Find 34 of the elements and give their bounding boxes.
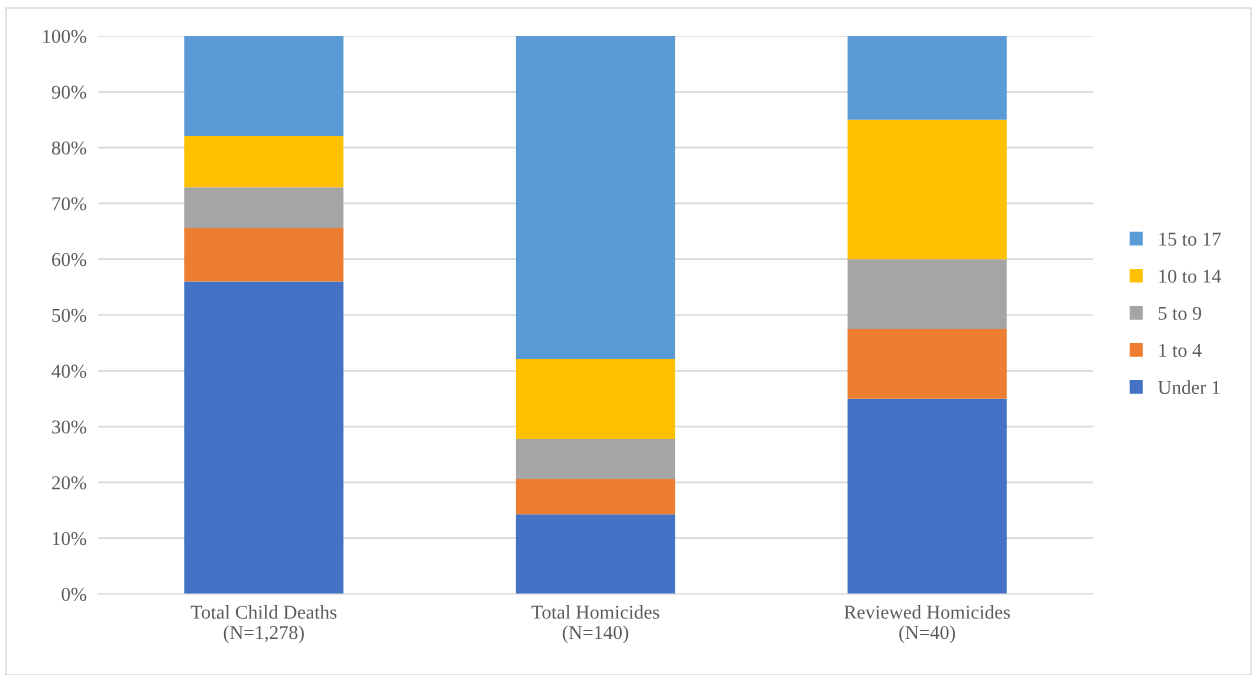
bar (184, 187, 344, 228)
bar (515, 438, 676, 480)
y-tick-label: 80% (51, 141, 87, 155)
legend-label: 10 to 14 (1159, 269, 1222, 283)
bar (847, 398, 1007, 594)
legend-label: 1 to 4 (1159, 343, 1202, 357)
bar (515, 514, 676, 594)
y-tick-label: 30% (52, 420, 87, 434)
bar (184, 36, 344, 136)
y-tick-label: 20% (52, 476, 87, 490)
y-tick-label: 50% (52, 308, 87, 322)
y-tick-label: 40% (51, 364, 87, 378)
y-tick-label: 10% (52, 532, 87, 546)
bar (847, 36, 1007, 120)
bar (184, 227, 344, 282)
bar (184, 135, 344, 188)
bar (515, 359, 676, 439)
legend-label: 15 to 17 (1159, 232, 1221, 246)
y-tick-label: 90% (51, 85, 87, 99)
bar (847, 259, 1007, 329)
y-tick-label: 70% (52, 197, 87, 211)
bar (847, 119, 1007, 260)
bar (184, 281, 344, 594)
y-tick-label: 100% (43, 29, 87, 43)
y-tick-label: 0% (61, 587, 87, 601)
bar (847, 328, 1007, 399)
x-tick-label: Reviewed Homicides (N=40) (844, 605, 1010, 644)
bar (515, 479, 676, 515)
y-tick-label: 60% (52, 253, 87, 267)
x-tick-label: Total Child Deaths (N=1,278) (190, 605, 337, 644)
legend-label: 5 to 9 (1158, 306, 1202, 320)
bar (515, 36, 676, 360)
x-tick-label: Total Homicides (N=140) (531, 605, 660, 644)
legend-label: Under 1 (1158, 380, 1220, 395)
